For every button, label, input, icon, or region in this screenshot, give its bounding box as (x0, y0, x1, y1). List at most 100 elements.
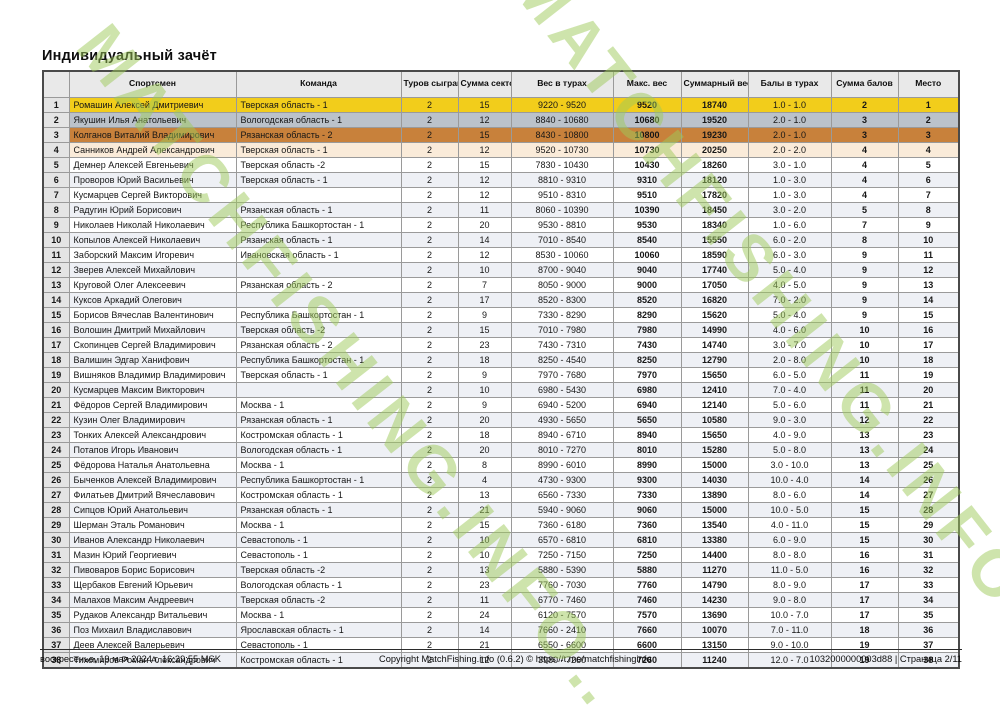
points-sum: 3 (830, 111, 899, 128)
points-per-tour: 2.0 - 1.0 (747, 111, 832, 128)
tours-played: 2 (400, 351, 459, 368)
place: 2 (897, 111, 960, 128)
table-row: 35 Рудаков Александр Витальевич Москва - 1… (42, 606, 960, 623)
tours-played: 2 (400, 411, 459, 428)
tours-played: 2 (400, 546, 459, 563)
total-weight: 16820 (680, 291, 749, 308)
points-per-tour: 9.0 - 10.0 (747, 636, 832, 653)
sectors-sum: 14 (457, 621, 512, 638)
points-sum: 14 (830, 486, 899, 503)
sectors-sum: 11 (457, 201, 512, 218)
place: 23 (897, 426, 960, 443)
points-sum: 19 (830, 636, 899, 653)
team-name: Республика Башкортостан - 1 (235, 471, 402, 488)
sectors-sum: 18 (457, 426, 512, 443)
points-per-tour: 2.0 - 8.0 (747, 351, 832, 368)
table-row: 6 Проворов Юрий Васильевич Тверская област… (42, 171, 960, 188)
athlete-name: Пивоваров Борис Борисович (68, 561, 237, 578)
max-weight: 10800 (612, 126, 682, 143)
team-name: Рязанская область - 1 (235, 201, 402, 218)
points-sum: 13 (830, 456, 899, 473)
tours-played: 2 (400, 636, 459, 653)
total-weight: 13380 (680, 531, 749, 548)
sectors-sum: 12 (457, 141, 512, 158)
team-name: Республика Башкортостан - 1 (235, 306, 402, 323)
team-name: Ярославская область - 1 (235, 621, 402, 638)
total-weight: 13690 (680, 606, 749, 623)
team-name: Тверская область -2 (235, 156, 402, 173)
table-row: 12 Зверев Алексей Михайлович 2 10 8700 - 904… (42, 261, 960, 278)
sectors-sum: 10 (457, 381, 512, 398)
column-header-team-name: Команда (235, 70, 402, 98)
place: 11 (897, 246, 960, 263)
row-number: 12 (42, 261, 70, 278)
team-name: Республика Башкортостан - 1 (235, 351, 402, 368)
place: 19 (897, 366, 960, 383)
tours-played: 2 (400, 531, 459, 548)
row-number: 33 (42, 576, 70, 593)
points-per-tour: 10.0 - 7.0 (747, 606, 832, 623)
table-row: 8 Радугин Юрий Борисович Рязанская область… (42, 201, 960, 218)
row-number: 36 (42, 621, 70, 638)
column-header-row-number (42, 70, 70, 98)
max-weight: 6810 (612, 531, 682, 548)
total-weight: 10070 (680, 621, 749, 638)
tours-played: 2 (400, 96, 459, 113)
row-number: 14 (42, 291, 70, 308)
max-weight: 7260 (612, 651, 682, 668)
table-body: 1 Ромашин Алексей Дмитриевич Тверская обла… (42, 96, 960, 668)
points-per-tour: 2.0 - 2.0 (747, 141, 832, 158)
sectors-sum: 21 (457, 636, 512, 653)
max-weight: 5650 (612, 411, 682, 428)
athlete-name: Тихомиров Роман Александрович (68, 651, 237, 668)
team-name: Москва - 1 (235, 606, 402, 623)
table-row: 22 Кузин Олег Владимирович Рязанская облас… (42, 411, 960, 428)
athlete-name: Поз Михаил Владиславович (68, 621, 237, 638)
footer-datetime: воскресенье, 19 мая 2024 г. 16:29:55 MSK (40, 654, 221, 664)
row-number: 8 (42, 201, 70, 218)
points-per-tour: 3.0 - 2.0 (747, 201, 832, 218)
team-name (235, 261, 402, 278)
team-name: Тверская область -2 (235, 561, 402, 578)
row-number: 22 (42, 411, 70, 428)
tours-played: 2 (400, 516, 459, 533)
weight-per-tour: 9510 - 8310 (510, 186, 614, 203)
points-per-tour: 1.0 - 1.0 (747, 96, 832, 113)
tours-played: 2 (400, 126, 459, 143)
team-name: Тверская область -2 (235, 591, 402, 608)
points-sum: 4 (830, 171, 899, 188)
athlete-name: Кузин Олег Владимирович (68, 411, 237, 428)
tours-played: 2 (400, 621, 459, 638)
tours-played: 2 (400, 306, 459, 323)
tours-played: 2 (400, 426, 459, 443)
column-header-total-weight: Суммарный вес (680, 70, 749, 98)
sectors-sum: 15 (457, 156, 512, 173)
max-weight: 10430 (612, 156, 682, 173)
athlete-name: Потапов Игорь Иванович (68, 441, 237, 458)
max-weight: 10730 (612, 141, 682, 158)
table-row: 32 Пивоваров Борис Борисович Тверская обла… (42, 561, 960, 578)
table-row: 30 Иванов Александр Николаевич Севастополь… (42, 531, 960, 548)
weight-per-tour: 7360 - 6180 (510, 516, 614, 533)
sectors-sum: 10 (457, 546, 512, 563)
max-weight: 8990 (612, 456, 682, 473)
points-sum: 17 (830, 576, 899, 593)
tours-played: 2 (400, 246, 459, 263)
weight-per-tour: 9220 - 9520 (510, 96, 614, 113)
row-number: 2 (42, 111, 70, 128)
sectors-sum: 20 (457, 216, 512, 233)
total-weight: 13540 (680, 516, 749, 533)
tours-played: 2 (400, 381, 459, 398)
points-sum: 3 (830, 126, 899, 143)
weight-per-tour: 7010 - 7980 (510, 321, 614, 338)
points-per-tour: 8.0 - 9.0 (747, 576, 832, 593)
row-number: 38 (42, 651, 70, 668)
max-weight: 10060 (612, 246, 682, 263)
total-weight: 14790 (680, 576, 749, 593)
row-number: 34 (42, 591, 70, 608)
points-sum: 11 (830, 366, 899, 383)
row-number: 16 (42, 321, 70, 338)
points-per-tour: 6.0 - 2.0 (747, 231, 832, 248)
row-number: 6 (42, 171, 70, 188)
team-name: Рязанская область - 2 (235, 276, 402, 293)
